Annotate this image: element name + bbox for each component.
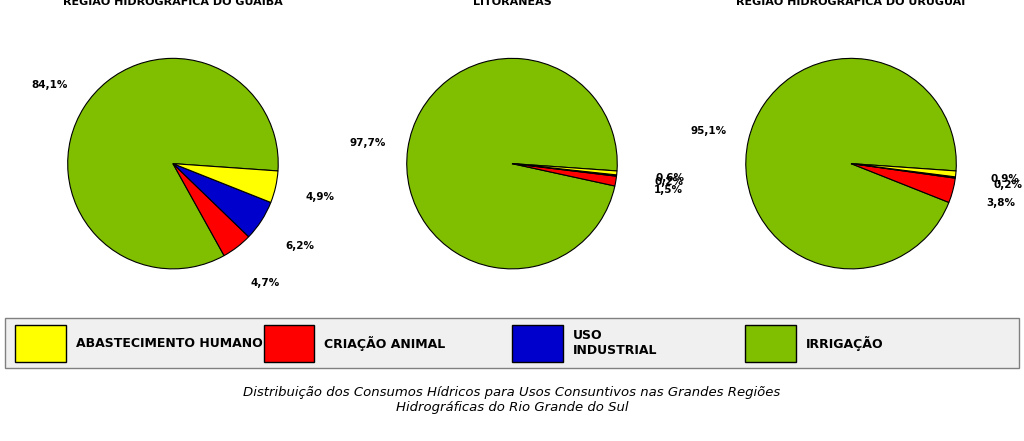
Wedge shape [851, 164, 955, 202]
Wedge shape [173, 164, 270, 237]
Title: REGIÃO HIDROGRÁFICA DAS BACIAS
LITORÂNEAS: REGIÃO HIDROGRÁFICA DAS BACIAS LITORÂNEA… [399, 0, 625, 7]
Wedge shape [851, 164, 956, 177]
FancyBboxPatch shape [745, 325, 796, 362]
Wedge shape [68, 58, 279, 269]
Text: 0,2%: 0,2% [655, 176, 684, 187]
Text: IRRIGAÇÃO: IRRIGAÇÃO [806, 336, 884, 351]
Text: Distribuição dos Consumos Hídricos para Usos Consuntivos nas Grandes Regiões
Hid: Distribuição dos Consumos Hídricos para … [244, 386, 780, 414]
Text: 0,2%: 0,2% [993, 179, 1023, 190]
Wedge shape [851, 164, 955, 178]
Text: CRIAÇÃO ANIMAL: CRIAÇÃO ANIMAL [325, 336, 445, 351]
Wedge shape [745, 58, 956, 269]
Wedge shape [512, 164, 616, 186]
Title: REGIÃO HIDROGRÁFICA DO GUAÍBA: REGIÃO HIDROGRÁFICA DO GUAÍBA [63, 0, 283, 7]
Text: 95,1%: 95,1% [690, 126, 727, 136]
Text: 84,1%: 84,1% [32, 80, 68, 90]
Text: 4,9%: 4,9% [306, 192, 335, 202]
FancyBboxPatch shape [512, 325, 563, 362]
Wedge shape [407, 58, 617, 269]
Title: REGIÃO HIDROGRÁFICA DO URUGUAI: REGIÃO HIDROGRÁFICA DO URUGUAI [736, 0, 966, 7]
Wedge shape [173, 164, 249, 256]
FancyBboxPatch shape [263, 325, 314, 362]
Wedge shape [512, 164, 616, 176]
Text: 0,9%: 0,9% [990, 174, 1020, 184]
Wedge shape [512, 164, 617, 175]
Text: 97,7%: 97,7% [349, 138, 386, 148]
Text: 3,8%: 3,8% [986, 198, 1015, 208]
Text: 6,2%: 6,2% [286, 240, 314, 250]
FancyBboxPatch shape [15, 325, 66, 362]
Text: ABASTECIMENTO HUMANO: ABASTECIMENTO HUMANO [76, 336, 263, 350]
Text: 0,6%: 0,6% [655, 172, 684, 183]
FancyBboxPatch shape [5, 318, 1019, 368]
Text: 1,5%: 1,5% [653, 185, 683, 195]
Text: 4,7%: 4,7% [251, 278, 280, 288]
Wedge shape [173, 164, 278, 202]
Text: USO
INDUSTRIAL: USO INDUSTRIAL [572, 329, 657, 357]
